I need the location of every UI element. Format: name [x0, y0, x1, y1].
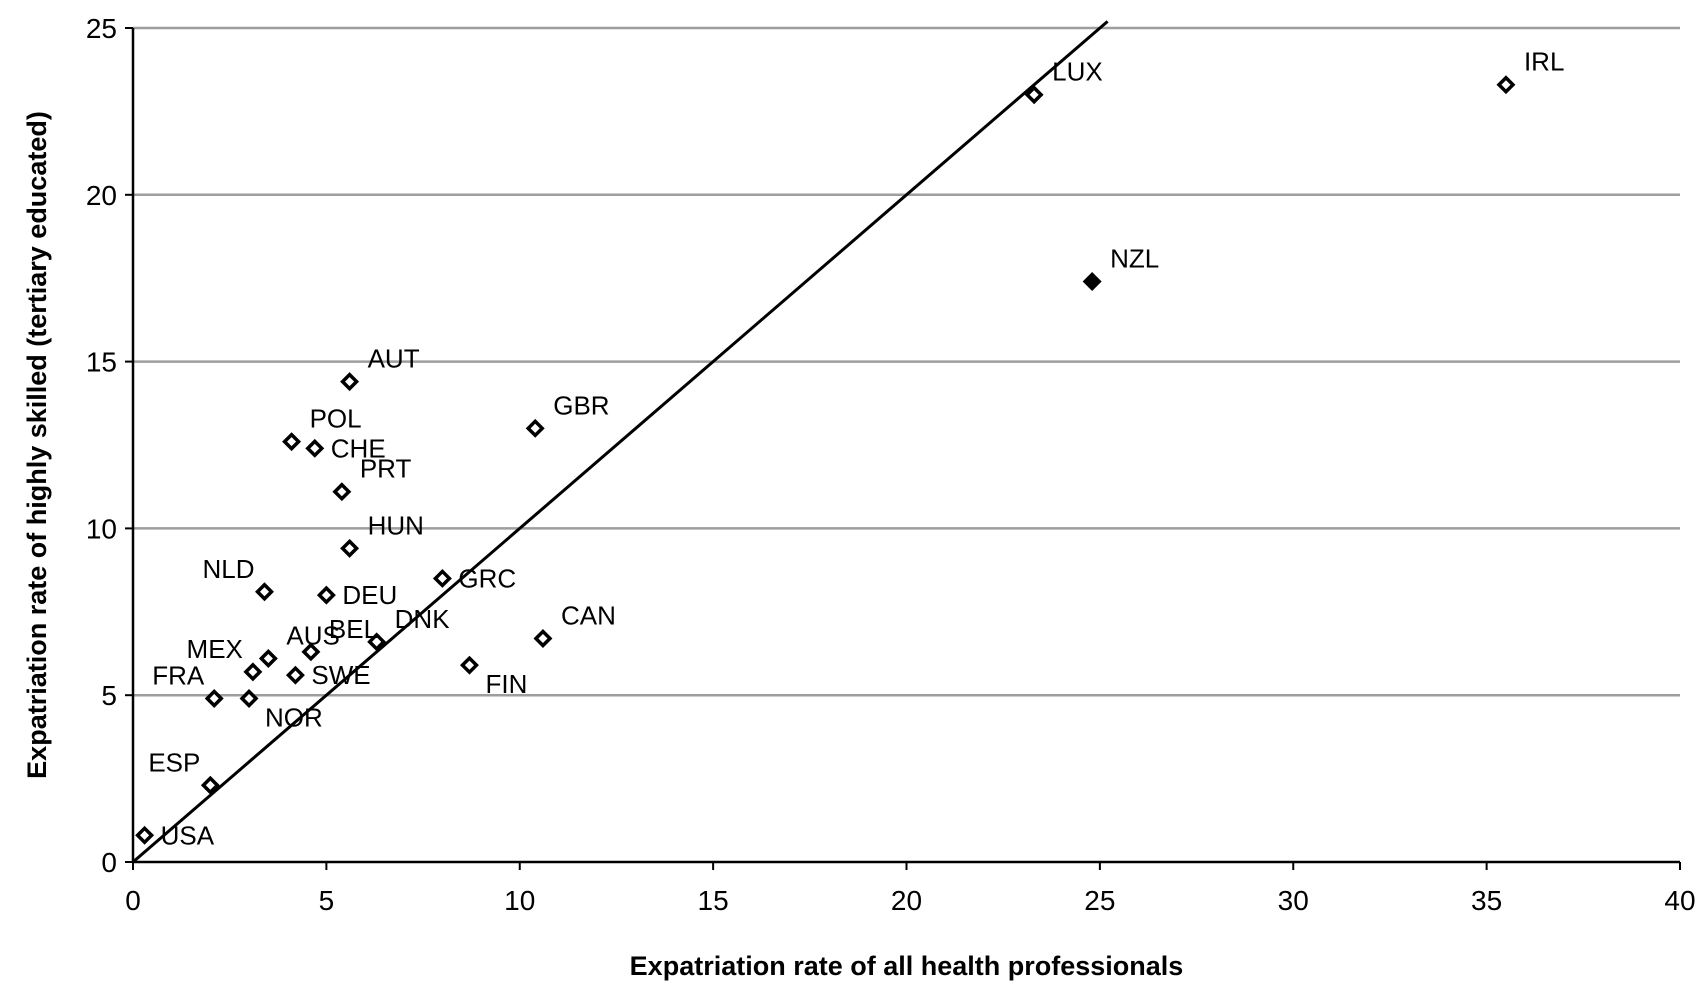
point-label-bel: BEL	[329, 614, 378, 644]
point-label-aut: AUT	[368, 344, 420, 374]
point-pol	[282, 432, 302, 452]
y-tick-label-15: 15	[86, 347, 117, 378]
point-label-usa: USA	[161, 820, 215, 850]
point-deu	[316, 585, 336, 605]
x-tick-label-35: 35	[1471, 885, 1502, 916]
point-labels: USA ESP FRA NOR MEX AUS SWE BEL DNK NLD DEU HUN PRT P…	[148, 47, 1564, 851]
point-dnk	[367, 632, 387, 652]
point-label-swe: SWE	[311, 660, 370, 690]
point-gbr	[525, 418, 545, 438]
point-nor	[239, 689, 259, 709]
x-tick-label-30: 30	[1278, 885, 1309, 916]
point-label-nld: NLD	[202, 554, 254, 584]
point-label-nor: NOR	[265, 703, 323, 733]
point-fra	[204, 689, 224, 709]
axes: 0 5 10 15 20 25 0 5 10 15 20 25 30 35 40	[86, 13, 1696, 916]
point-mex	[243, 662, 263, 682]
point-label-lux: LUX	[1052, 57, 1103, 87]
x-tick-label-15: 15	[698, 885, 729, 916]
point-label-fra: FRA	[152, 661, 205, 691]
point-fin	[459, 655, 479, 675]
point-aut	[340, 372, 360, 392]
point-label-esp: ESP	[148, 747, 200, 777]
x-tick-label-10: 10	[504, 885, 535, 916]
point-hun	[340, 538, 360, 558]
point-nzl	[1082, 272, 1102, 292]
point-label-hun: HUN	[368, 510, 424, 540]
reference-line-group	[132, 20, 1109, 864]
point-label-irl: IRL	[1524, 47, 1564, 77]
y-tick-label-10: 10	[86, 513, 117, 544]
point-irl	[1496, 75, 1516, 95]
x-tick-label-5: 5	[319, 885, 335, 916]
point-che	[305, 438, 325, 458]
point-label-mex: MEX	[187, 634, 243, 664]
point-label-grc: GRC	[458, 563, 516, 593]
x-axis-title: Expatriation rate of all health professi…	[630, 951, 1184, 981]
point-aus	[258, 649, 278, 668]
y-tick-label-5: 5	[101, 680, 117, 711]
point-label-dnk: DNK	[395, 604, 451, 634]
point-nld	[255, 582, 274, 602]
diagonal-reference-line	[132, 20, 1109, 864]
point-prt	[332, 482, 352, 502]
gridlines	[133, 26, 1680, 697]
x-tick-label-40: 40	[1664, 885, 1695, 916]
point-can	[533, 629, 553, 648]
point-label-che: CHE	[331, 433, 386, 463]
point-label-nzl: NZL	[1110, 244, 1159, 274]
x-tick-label-0: 0	[125, 885, 141, 916]
point-label-fin: FIN	[485, 669, 527, 699]
data-points	[135, 75, 1516, 845]
y-tick-label-20: 20	[86, 180, 117, 211]
point-label-can: CAN	[561, 600, 616, 630]
y-tick-label-0: 0	[101, 847, 117, 878]
point-lux	[1024, 85, 1044, 105]
x-tick-label-20: 20	[891, 885, 922, 916]
point-label-gbr: GBR	[553, 390, 609, 420]
x-tick-label-25: 25	[1084, 885, 1115, 916]
point-grc	[432, 568, 452, 588]
point-label-deu: DEU	[342, 580, 397, 610]
point-esp	[200, 775, 220, 795]
y-axis-title: Expatriation rate of highly skilled (ter…	[22, 111, 52, 779]
y-tick-label-25: 25	[86, 13, 117, 44]
point-label-aus: AUS	[286, 621, 339, 651]
point-label-pol: POL	[310, 404, 362, 434]
point-label-prt: PRT	[360, 454, 412, 484]
point-swe	[285, 665, 305, 685]
point-bel	[301, 642, 321, 662]
point-usa	[135, 825, 155, 845]
